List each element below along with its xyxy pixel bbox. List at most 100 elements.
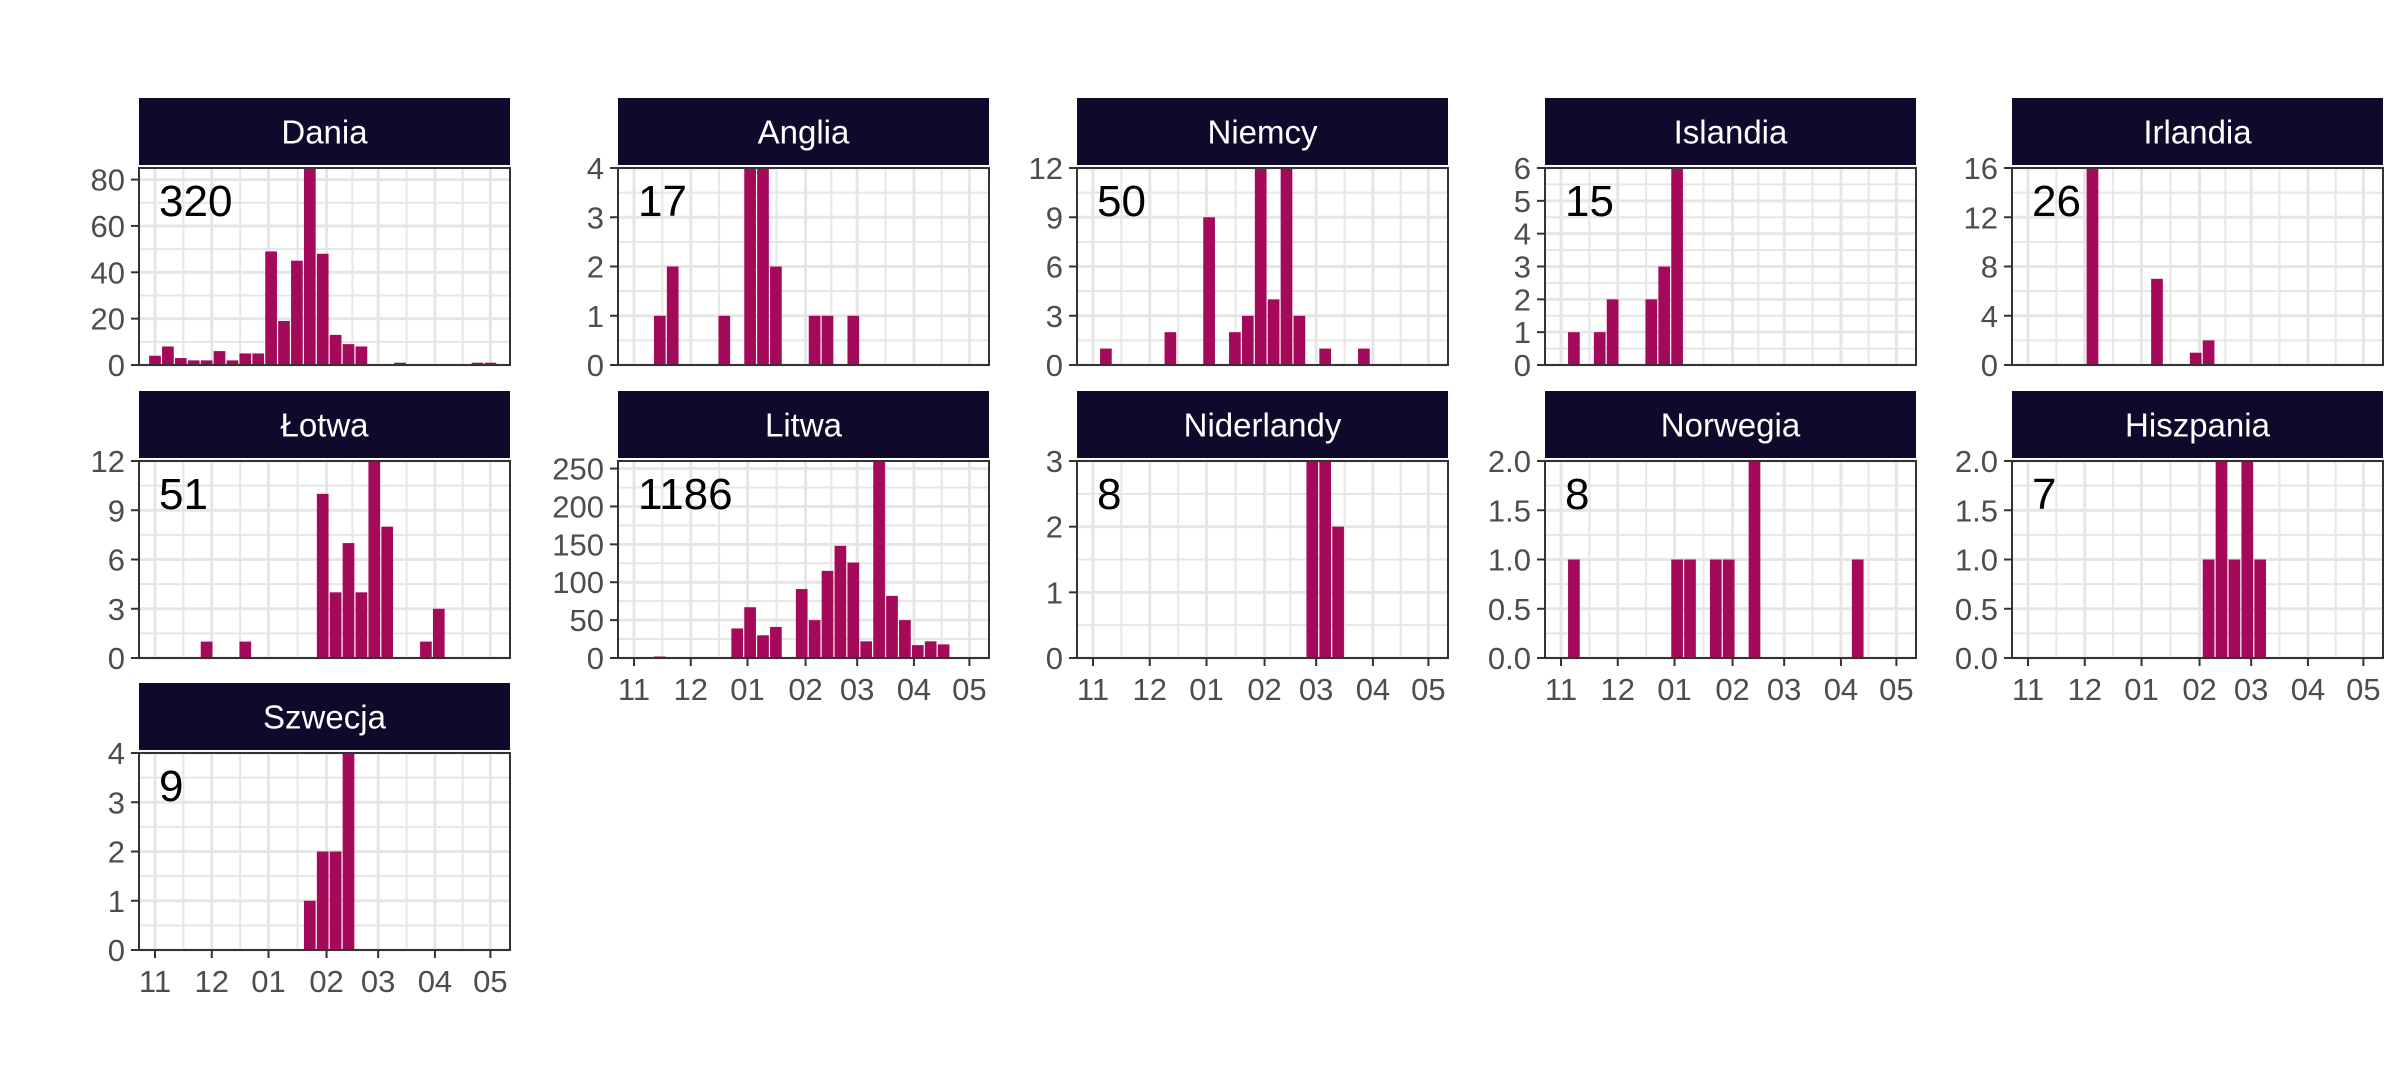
bar: [1306, 461, 1319, 658]
x-tick-label: 12: [674, 672, 708, 707]
bar: [873, 461, 885, 658]
bar: [252, 353, 265, 365]
x-tick-label: 04: [418, 964, 452, 999]
facet-strip: [1545, 98, 1916, 165]
facet-strip-label: Szwecja: [263, 699, 387, 736]
bar: [200, 641, 213, 658]
x-tick-label: 04: [2291, 672, 2325, 707]
bar: [911, 645, 924, 658]
bar: [937, 644, 950, 658]
y-tick-label: 1: [108, 884, 125, 919]
x-tick-label: 01: [1189, 672, 1223, 707]
bar: [342, 543, 355, 658]
facet-strip: [139, 391, 510, 458]
bar: [174, 358, 187, 365]
x-tick-label: 03: [2234, 672, 2268, 707]
y-tick-label: 60: [91, 209, 125, 244]
y-tick-label: 0: [108, 641, 125, 676]
x-tick-label: 12: [1601, 672, 1635, 707]
x-tick-label: 11: [1077, 672, 1109, 707]
bar: [1332, 526, 1344, 658]
bar: [265, 251, 277, 365]
y-tick-label: 6: [1514, 151, 1531, 186]
facet-strip: [2012, 391, 2383, 458]
bar: [342, 344, 355, 365]
x-tick-label: 04: [1824, 672, 1858, 707]
bar: [886, 595, 898, 658]
facet-panel: Norwegia 8 0.0 0.5 1.0 1.5 2.0 11 12 01 02 03 04 05: [1488, 391, 1917, 707]
y-tick-label: 1.5: [1488, 493, 1531, 528]
x-tick-label: 01: [1657, 672, 1691, 707]
facet-strip-label: Łotwa: [280, 407, 369, 444]
bar: [303, 168, 316, 365]
bar: [666, 266, 679, 365]
bar: [834, 545, 847, 658]
bar: [1606, 299, 1619, 365]
x-tick-label: 12: [1133, 672, 1167, 707]
y-tick-label: 0: [587, 348, 604, 383]
x-tick-label: 05: [1879, 672, 1913, 707]
bar: [860, 641, 873, 658]
bar: [187, 360, 200, 365]
bar: [847, 315, 860, 365]
facet-strip-label: Dania: [281, 114, 368, 151]
y-tick-label: 3: [1514, 250, 1531, 285]
facet-strip-label: Litwa: [765, 407, 843, 444]
bar: [731, 628, 744, 658]
y-tick-label: 150: [552, 527, 604, 562]
y-tick-label: 6: [108, 543, 125, 578]
bar: [1671, 559, 1683, 658]
y-tick-label: 20: [91, 302, 125, 337]
facet-strip: [1077, 98, 1448, 165]
facet-strip-label: Norwegia: [1661, 407, 1801, 444]
y-tick-label: 0: [108, 348, 125, 383]
bar: [278, 320, 290, 365]
bar: [226, 360, 239, 365]
bar: [1280, 168, 1293, 365]
panel-total: 26: [2032, 177, 2081, 226]
bar: [1568, 559, 1580, 658]
bar: [744, 168, 756, 365]
bar: [770, 266, 782, 365]
y-tick-label: 1.0: [1488, 543, 1531, 578]
y-tick-label: 12: [91, 444, 125, 479]
y-tick-label: 5: [1514, 184, 1531, 219]
x-tick-label: 02: [1715, 672, 1749, 707]
bar: [291, 260, 303, 365]
y-tick-label: 0: [108, 933, 125, 968]
y-tick-label: 8: [1981, 250, 1998, 285]
y-tick-label: 40: [91, 255, 125, 290]
x-tick-label: 12: [195, 964, 229, 999]
bar: [329, 334, 342, 365]
y-tick-label: 12: [1029, 151, 1063, 186]
y-tick-label: 0: [1981, 348, 1998, 383]
panel-total: 8: [1097, 470, 1121, 519]
bar: [342, 753, 355, 950]
y-tick-label: 100: [552, 565, 604, 600]
y-tick-label: 2: [1514, 282, 1531, 317]
panel-total: 320: [159, 177, 232, 226]
y-tick-label: 250: [552, 452, 604, 487]
facet-strip: [618, 98, 989, 165]
y-tick-label: 50: [570, 603, 604, 638]
bar: [420, 641, 432, 658]
facet-strip: [1545, 391, 1916, 458]
bar: [744, 607, 756, 658]
bar: [808, 620, 821, 658]
bar: [1593, 332, 1606, 365]
x-tick-label: 05: [473, 964, 507, 999]
bar: [471, 362, 484, 365]
facet-strip: [618, 391, 989, 458]
bar: [368, 461, 381, 658]
bar: [394, 362, 406, 365]
bar: [239, 641, 252, 658]
x-tick-label: 04: [897, 672, 931, 707]
y-tick-label: 2: [587, 250, 604, 285]
facet-strip-label: Irlandia: [2143, 114, 2252, 151]
y-tick-label: 0: [1046, 348, 1063, 383]
facet-panel: Niemcy 50 0 3 6 9 12: [1029, 98, 1449, 383]
